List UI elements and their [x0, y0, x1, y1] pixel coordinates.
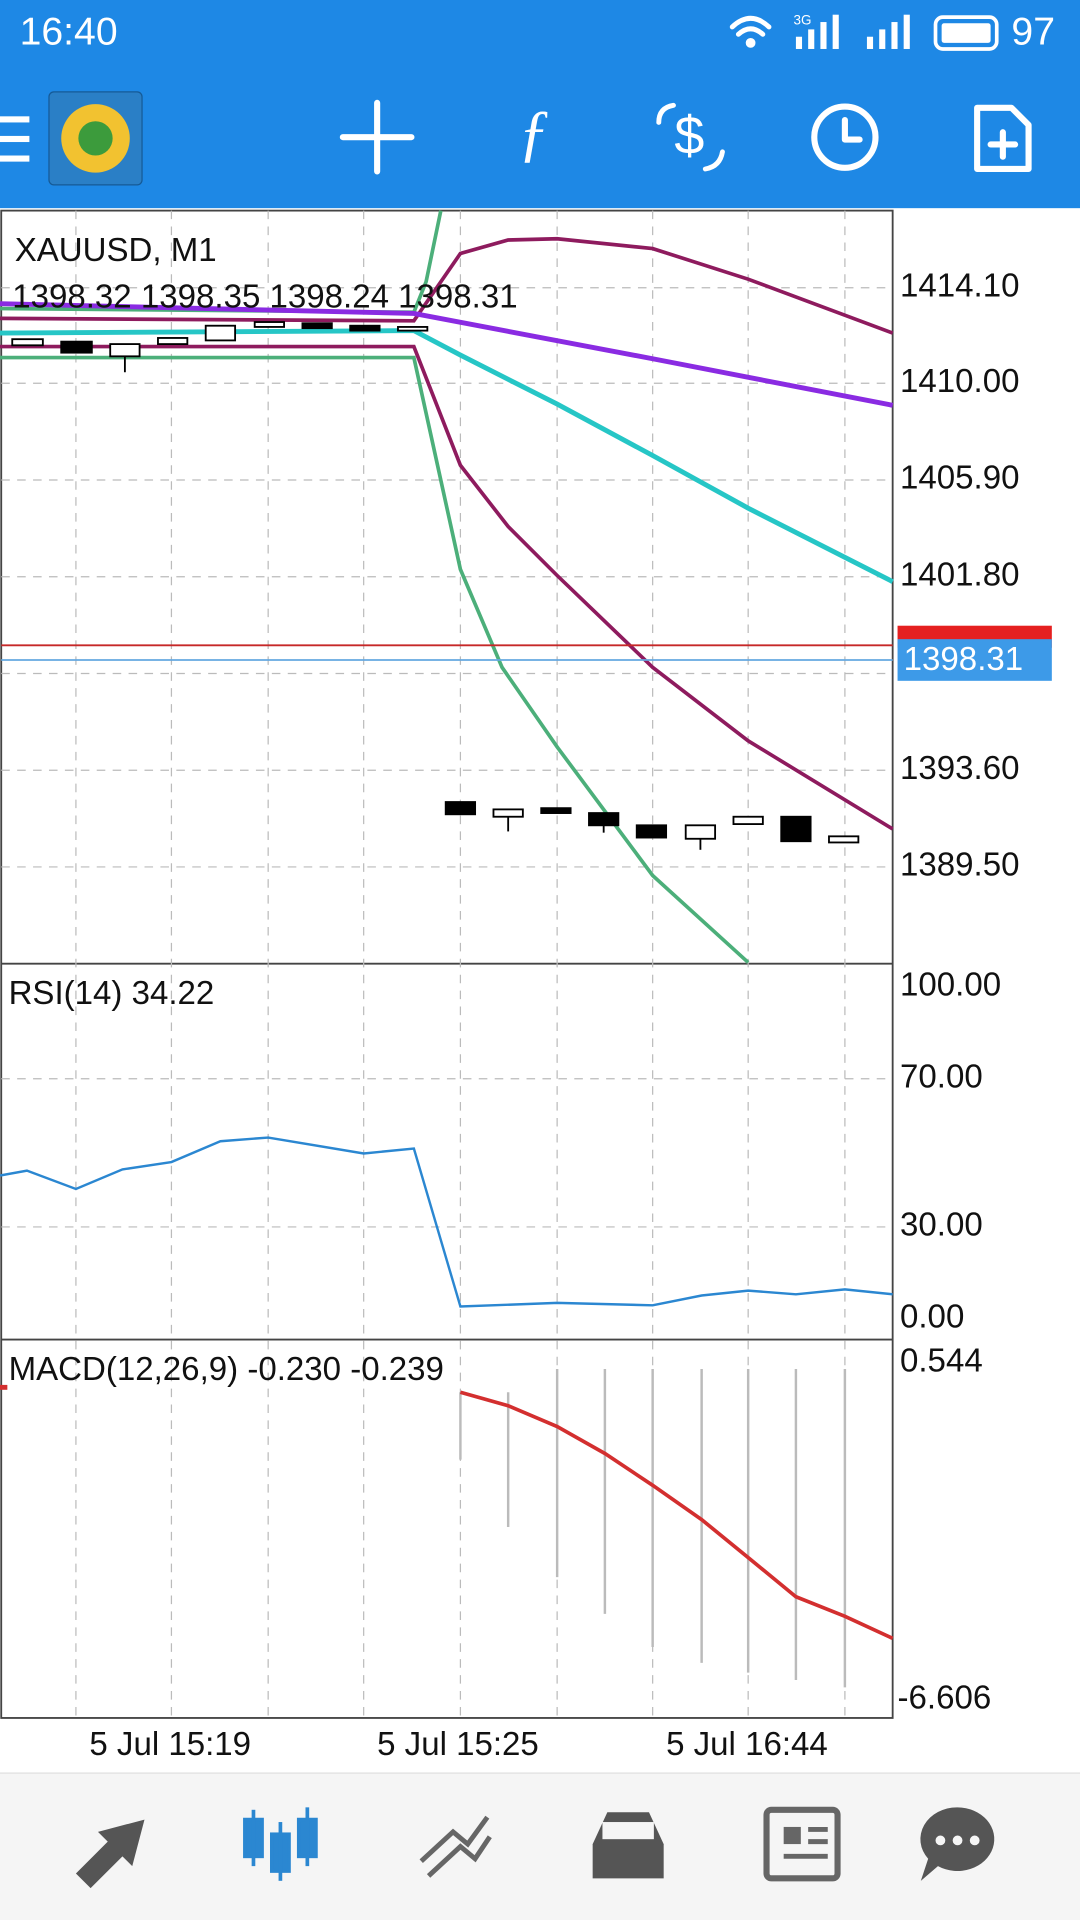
trade-tab[interactable] — [419, 1815, 492, 1878]
crosshair-button[interactable] — [339, 99, 415, 175]
price-axis-label: 1405.90 — [900, 460, 1019, 497]
price-axis-label: 1410.00 — [900, 363, 1019, 400]
battery-level: 97 — [1011, 11, 1055, 54]
price-axis-label: 1401.80 — [900, 556, 1019, 593]
timeframe-button[interactable] — [811, 103, 879, 171]
svg-text:ƒ: ƒ — [518, 97, 550, 168]
new-order-button[interactable] — [974, 104, 1032, 173]
svg-text:$: $ — [674, 106, 704, 166]
macd-label: MACD(12,26,9) -0.230 -0.239 — [9, 1351, 444, 1388]
current-price: 1398.31 — [904, 641, 1023, 678]
chart-tab[interactable] — [243, 1807, 318, 1881]
rsi-level: 30.00 — [900, 1207, 983, 1244]
news-tab[interactable] — [763, 1806, 841, 1882]
time-label: 5 Jul 15:25 — [377, 1726, 539, 1763]
rsi-level: 0.00 — [900, 1299, 964, 1336]
history-tab[interactable] — [592, 1812, 664, 1879]
indicators-button[interactable]: ƒ — [518, 97, 550, 168]
price-axis-label: 1389.50 — [900, 847, 1019, 884]
menu-button[interactable] — [0, 116, 30, 162]
macd-level: -6.606 — [898, 1679, 992, 1716]
rsi-level: 70.00 — [900, 1059, 983, 1096]
trade-button[interactable]: $ — [656, 102, 725, 172]
chat-tab[interactable] — [920, 1807, 995, 1881]
rsi-label: RSI(14) 34.22 — [9, 975, 215, 1012]
app-logo[interactable] — [48, 91, 143, 186]
rsi-level: 100.00 — [900, 967, 1001, 1004]
status-icons: 3G — [729, 12, 999, 51]
time-label: 5 Jul 15:19 — [89, 1726, 251, 1763]
price-axis-label: 1393.60 — [900, 750, 1019, 787]
candles — [11, 321, 860, 850]
price-tag — [897, 639, 1052, 681]
bottom-nav — [0, 1773, 1080, 1920]
symbol-label: XAUUSD, M1 — [15, 232, 217, 269]
rsi-chart — [0, 1136, 893, 1308]
network-type: 3G — [793, 12, 811, 27]
status-time: 16:40 — [20, 11, 118, 54]
app-bar — [0, 0, 1080, 209]
macd-level: 0.544 — [900, 1343, 983, 1380]
quotes-tab[interactable] — [75, 1819, 145, 1889]
ohlc-label: 1398.32 1398.35 1398.24 1398.31 — [12, 279, 517, 316]
time-label: 5 Jul 16:44 — [666, 1726, 828, 1763]
chart-area — [0, 209, 894, 1719]
macd-chart — [0, 1368, 894, 1688]
price-axis-label: 1414.10 — [900, 267, 1019, 304]
